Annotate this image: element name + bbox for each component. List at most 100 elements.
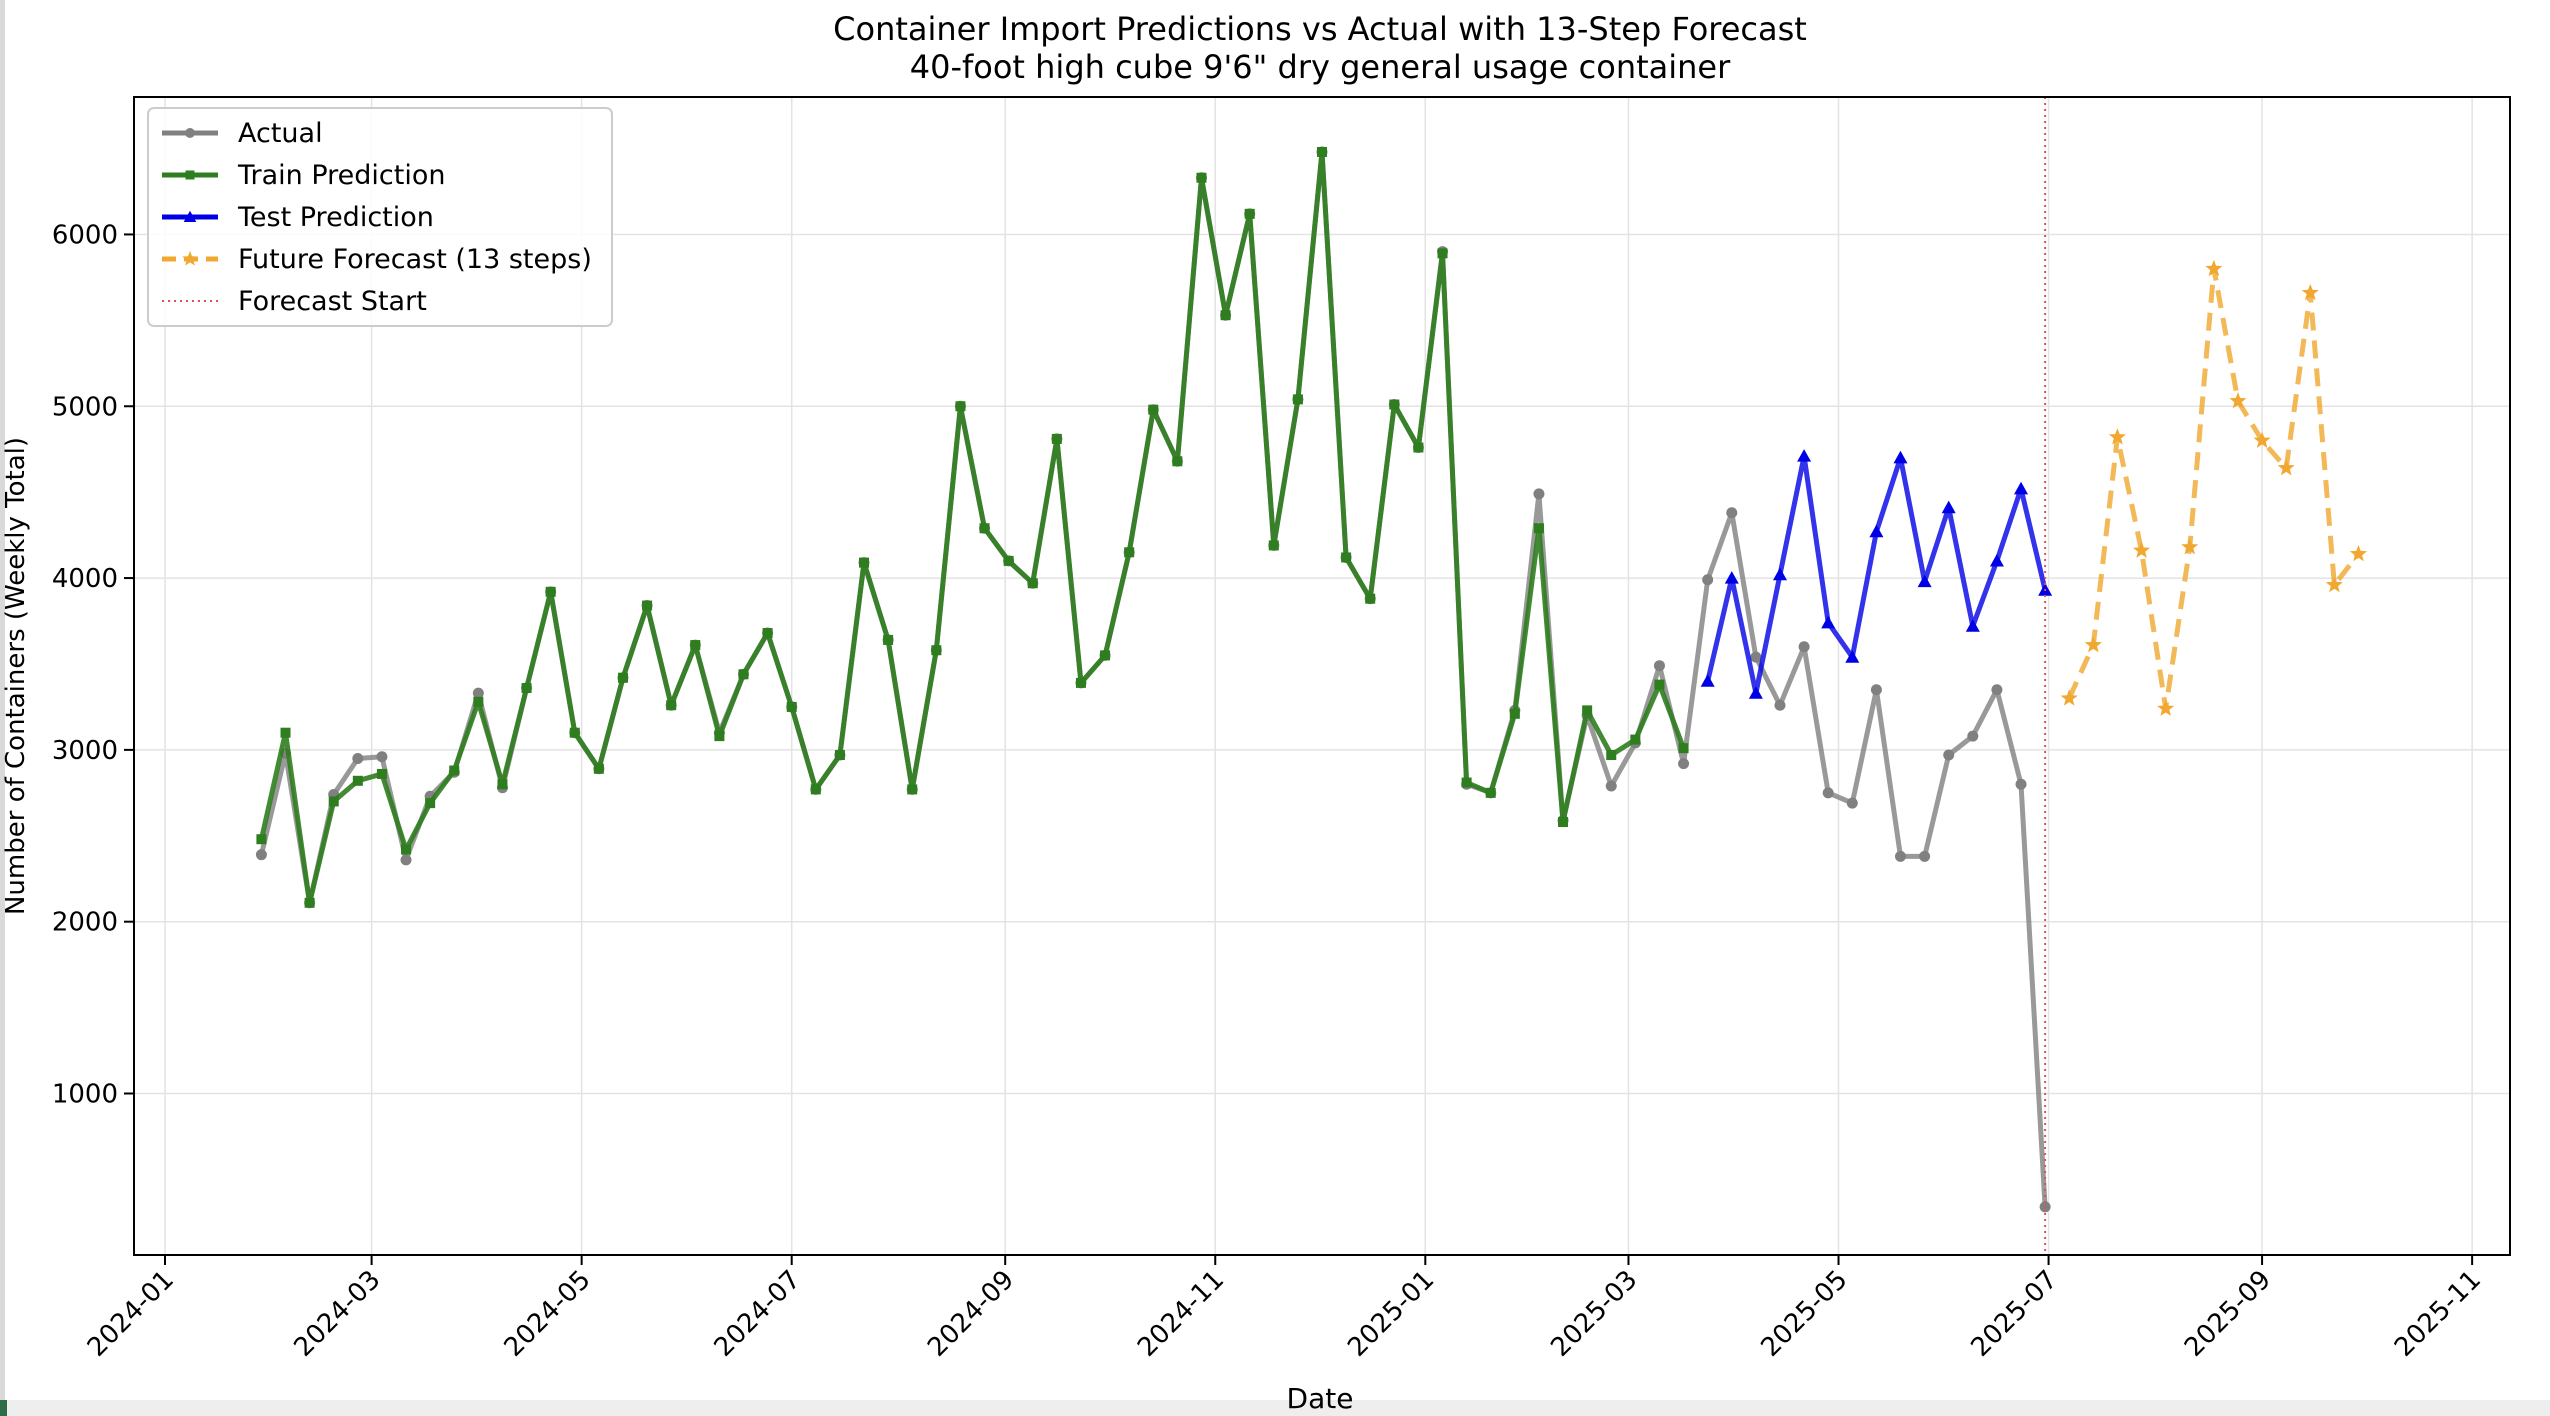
- data-point: [1605, 780, 1617, 792]
- data-point: [979, 523, 990, 534]
- data-point: [2205, 259, 2223, 277]
- series-line: [2066, 266, 2361, 712]
- data-point: [545, 586, 556, 597]
- data-point: [1917, 574, 1932, 588]
- data-point: [2060, 689, 2078, 706]
- window-bottom-corner: [0, 1400, 7, 1416]
- x-tick-label: 2024-05: [499, 1265, 597, 1363]
- data-point: [1772, 567, 1787, 581]
- data-point: [617, 672, 628, 683]
- data-point: [1845, 650, 1860, 663]
- x-tick-label: 2024-11: [1132, 1265, 1230, 1363]
- data-point: [1893, 450, 1908, 464]
- data-point: [328, 796, 339, 807]
- data-point: [1124, 547, 1135, 558]
- data-point: [859, 557, 870, 568]
- data-point: [1341, 552, 1352, 563]
- data-point: [1485, 787, 1496, 798]
- data-point: [2133, 541, 2151, 558]
- x-tick-label: 2025-01: [1342, 1265, 1440, 1363]
- data-point: [400, 854, 412, 866]
- data-point: [1846, 797, 1858, 809]
- y-tick-label: 3000: [52, 736, 118, 766]
- data-point: [1678, 758, 1690, 770]
- data-point: [2349, 545, 2367, 562]
- data-point: [256, 834, 267, 845]
- data-point: [1533, 523, 1544, 534]
- data-point: [401, 844, 412, 855]
- legend-label: Forecast Start: [238, 286, 427, 317]
- gridlines: [134, 97, 2510, 1255]
- legend: Actual Train Prediction Test Prediction Fut…: [147, 107, 613, 327]
- window-bottom-strip: [0, 1400, 2550, 1416]
- legend-label: Test Prediction: [237, 202, 434, 233]
- data-point: [1653, 660, 1665, 672]
- x-tick-label: 2025-09: [2179, 1265, 2277, 1363]
- y-tick-label: 2000: [52, 908, 118, 938]
- window-left-edge: [0, 0, 5, 1416]
- data-point: [376, 768, 387, 779]
- y-axis-ticks: 1000 2000 3000 4000 5000 6000: [52, 220, 134, 1109]
- data-point: [1941, 500, 1956, 514]
- data-point: [1268, 540, 1279, 551]
- y-tick-label: 5000: [52, 392, 118, 422]
- x-tick-label: 2024-03: [289, 1265, 387, 1363]
- legend-item: Actual: [162, 118, 323, 149]
- data-point: [1437, 248, 1448, 259]
- data-point: [1413, 442, 1424, 453]
- y-tick-label: 6000: [52, 220, 118, 250]
- data-point: [1967, 730, 1979, 742]
- x-tick-label: 2025-05: [1755, 1265, 1853, 1363]
- legend-label: Train Prediction: [237, 160, 446, 191]
- x-tick-label: 2024-01: [82, 1265, 180, 1363]
- legend-marker: [183, 210, 197, 223]
- data-point: [1895, 850, 1907, 862]
- x-axis-ticks: 2024-01 2024-03 2024-05 2024-07 2024-09 2024-…: [82, 1255, 2487, 1363]
- x-tick-label: 2025-03: [1545, 1265, 1643, 1363]
- y-tick-label: 4000: [52, 564, 118, 594]
- data-point: [1533, 488, 1545, 500]
- data-point: [2229, 392, 2247, 409]
- data-point: [1748, 686, 1763, 699]
- data-point: [762, 628, 773, 639]
- data-point: [834, 750, 845, 761]
- legend-item: Future Forecast (13 steps): [162, 244, 592, 275]
- data-point: [449, 765, 460, 776]
- data-point: [955, 401, 966, 412]
- data-point: [1582, 705, 1593, 716]
- data-point: [1991, 684, 2003, 696]
- data-point: [497, 779, 508, 790]
- data-point: [1051, 433, 1062, 444]
- chart-title: Container Import Predictions vs Actual w…: [833, 10, 1807, 48]
- data-point: [2015, 778, 2027, 790]
- legend-item: Forecast Start: [162, 286, 427, 317]
- chart-subtitle: 40-foot high cube 9'6" dry general usage…: [910, 48, 1731, 86]
- data-point: [2253, 431, 2271, 448]
- data-point: [1724, 571, 1739, 584]
- data-point: [1509, 708, 1520, 719]
- data-point: [569, 727, 580, 738]
- data-point: [1100, 650, 1111, 661]
- data-point: [907, 784, 918, 795]
- data-point: [2157, 699, 2175, 716]
- data-point: [1027, 578, 1038, 589]
- data-point: [1821, 615, 1836, 629]
- data-point: [1869, 524, 1884, 538]
- data-point: [931, 645, 942, 656]
- data-point: [2014, 481, 2029, 495]
- data-point: [472, 687, 484, 699]
- legend-box: [147, 107, 613, 327]
- data-point: [1774, 699, 1786, 711]
- data-point: [1317, 146, 1327, 157]
- data-point: [1798, 641, 1810, 653]
- data-point: [1822, 787, 1834, 799]
- data-point: [1750, 651, 1762, 663]
- data-point: [1389, 399, 1400, 410]
- data-point: [1702, 574, 1714, 586]
- data-point: [425, 798, 436, 809]
- series-train-prediction: [256, 146, 1689, 908]
- series-line: [258, 149, 1686, 906]
- data-point: [810, 784, 821, 795]
- y-tick-label: 1000: [52, 1079, 118, 1109]
- data-point: [1148, 404, 1159, 415]
